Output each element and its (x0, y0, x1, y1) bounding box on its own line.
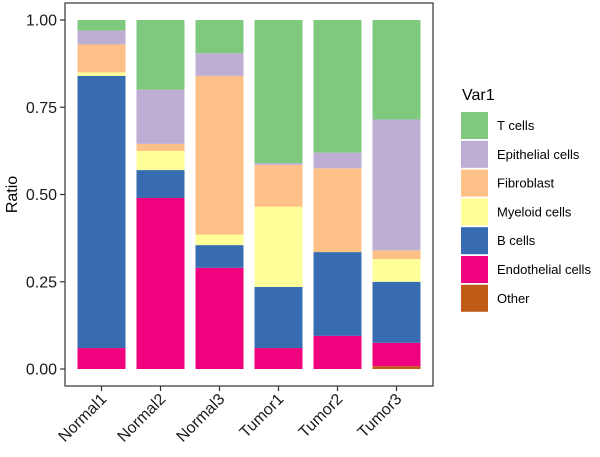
y-tick-label: 1.00 (26, 13, 57, 30)
bar-segment-tumor3-endothelial-cells (372, 342, 421, 367)
legend-key-endothelial-cells (461, 256, 488, 283)
bar-segment-normal1-t-cells (77, 20, 126, 31)
bar-segment-normal2-t-cells (136, 20, 185, 90)
bar-segment-normal3-t-cells (195, 20, 244, 54)
bar-segment-normal1-myeloid-cells (77, 72, 126, 76)
bar-segment-normal1-endothelial-cells (77, 348, 126, 369)
y-tick-label: 0.00 (26, 362, 57, 379)
bar-segment-tumor1-epithelial-cells (254, 163, 303, 165)
legend: Var1 T cells Epithelial cells Fibroblast My… (461, 87, 591, 312)
bar-segment-tumor2-t-cells (313, 20, 362, 153)
bars-layer (77, 20, 421, 369)
bar-segment-tumor1-b-cells (254, 286, 303, 349)
legend-label-other: Other (497, 291, 530, 306)
bar-segment-normal2-myeloid-cells (136, 150, 185, 171)
bar-segment-normal3-endothelial-cells (195, 267, 244, 369)
legend-key-t-cells (461, 112, 488, 139)
legend-key-other (461, 284, 488, 312)
legend-label-myeloid-cells: Myeloid cells (497, 204, 572, 219)
bar-segment-tumor1-myeloid-cells (254, 206, 303, 287)
bar-segment-normal1-b-cells (77, 75, 126, 349)
legend-key-fibroblast (461, 169, 488, 197)
y-tick-label: 0.25 (26, 274, 57, 291)
bar-segment-normal3-myeloid-cells (195, 234, 244, 246)
legend-label-fibroblast: Fibroblast (497, 176, 554, 191)
bar-segment-tumor2-endothelial-cells (313, 335, 362, 369)
bar-segment-normal2-fibroblast (136, 143, 185, 151)
bar-segment-tumor2-b-cells (313, 252, 362, 336)
bar-segment-tumor3-epithelial-cells (372, 119, 421, 251)
bar-segment-tumor3-t-cells (372, 20, 421, 120)
legend-label-epithelial-cells: Epithelial cells (497, 147, 580, 162)
x-tick-label-normal2: Normal2 (115, 391, 170, 446)
bar-segment-tumor3-fibroblast (372, 250, 421, 260)
bar-segment-tumor3-other (372, 366, 421, 369)
x-tick-label-normal3: Normal3 (174, 391, 229, 446)
x-tick-label-normal1: Normal1 (56, 391, 111, 446)
bar-segment-tumor1-t-cells (254, 20, 303, 164)
bar-segment-tumor2-epithelial-cells (313, 152, 362, 169)
y-tick-label: 0.50 (26, 187, 57, 204)
x-axis: Normal1 Normal2 Normal3 Tumor1 Tumor2 Tumor3 (56, 386, 406, 446)
bar-segment-tumor2-fibroblast (313, 168, 362, 253)
y-axis: 0.00 0.25 0.50 0.75 1.00 (26, 13, 65, 379)
y-tick-label: 0.75 (26, 100, 57, 117)
legend-key-b-cells (461, 227, 488, 255)
x-tick-label-tumor1: Tumor1 (237, 391, 288, 442)
bar-segment-normal2-b-cells (136, 170, 185, 198)
legend-label-endothelial-cells: Endothelial cells (497, 262, 591, 277)
bar-segment-normal3-b-cells (195, 245, 244, 268)
bar-segment-normal3-epithelial-cells (195, 53, 244, 76)
legend-label-t-cells: T cells (497, 118, 535, 133)
legend-key-myeloid-cells (461, 198, 488, 226)
bar-segment-normal1-epithelial-cells (77, 30, 126, 45)
bar-segment-normal3-fibroblast (195, 75, 244, 235)
legend-title: Var1 (462, 87, 495, 104)
legend-label-b-cells: B cells (497, 233, 536, 248)
bar-segment-tumor1-fibroblast (254, 164, 303, 207)
bar-segment-tumor3-myeloid-cells (372, 259, 421, 282)
bar-segment-normal1-fibroblast (77, 44, 126, 73)
x-tick-label-tumor3: Tumor3 (355, 391, 406, 442)
bar-segment-tumor1-endothelial-cells (254, 348, 303, 369)
y-axis-title: Ratio (4, 176, 21, 213)
legend-key-epithelial-cells (461, 140, 488, 168)
bar-segment-normal2-epithelial-cells (136, 89, 185, 144)
bar-segment-normal2-endothelial-cells (136, 197, 185, 369)
bar-segment-tumor3-b-cells (372, 281, 421, 343)
x-tick-label-tumor2: Tumor2 (296, 391, 347, 442)
